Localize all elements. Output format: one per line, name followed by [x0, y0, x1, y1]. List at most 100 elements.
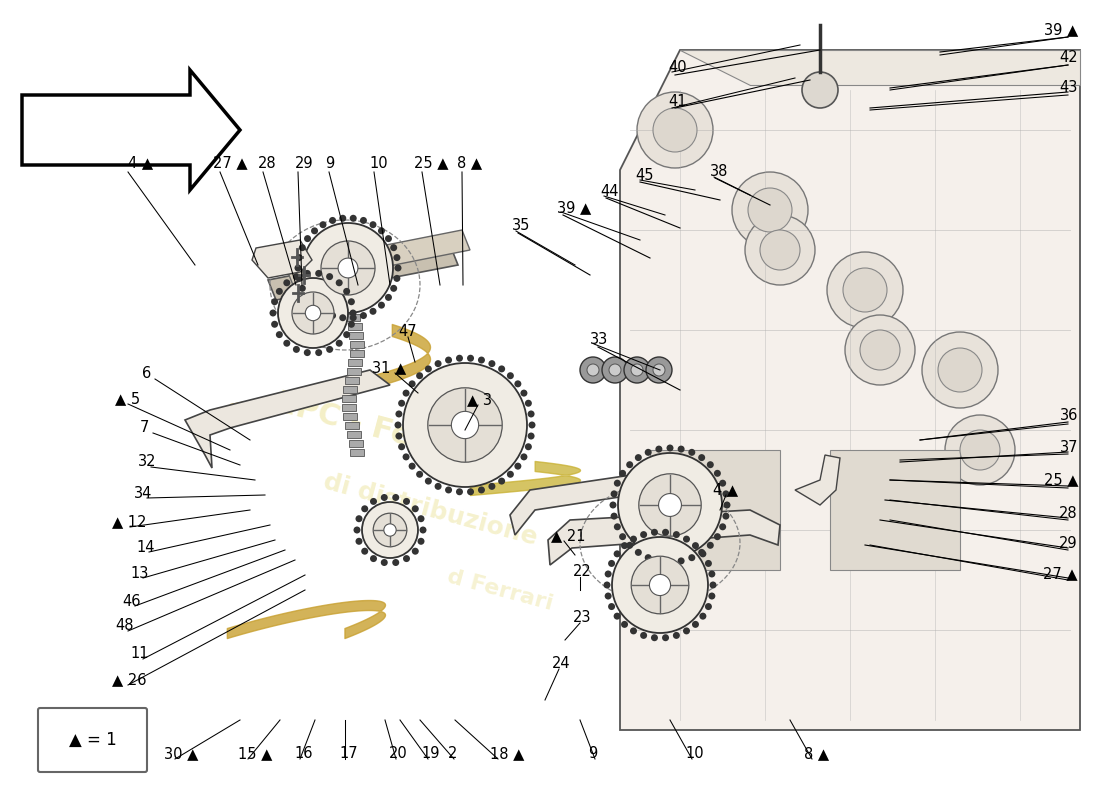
Circle shape [960, 430, 1000, 470]
Circle shape [609, 364, 622, 376]
Circle shape [678, 558, 684, 565]
Circle shape [304, 235, 311, 242]
Circle shape [515, 462, 521, 470]
Text: 17: 17 [339, 746, 358, 762]
Circle shape [631, 556, 689, 614]
Circle shape [329, 312, 336, 319]
Circle shape [723, 513, 729, 520]
Circle shape [619, 470, 626, 477]
Circle shape [631, 364, 644, 376]
Text: 6: 6 [142, 366, 152, 382]
Text: 43: 43 [1059, 81, 1078, 95]
Circle shape [608, 560, 615, 567]
Polygon shape [285, 230, 470, 285]
Circle shape [618, 453, 722, 557]
Polygon shape [620, 50, 1080, 730]
Circle shape [488, 360, 495, 367]
Circle shape [296, 254, 303, 261]
Circle shape [719, 480, 726, 486]
Circle shape [343, 288, 350, 295]
Circle shape [673, 632, 680, 639]
Circle shape [403, 555, 410, 562]
Text: 11: 11 [130, 646, 148, 662]
Circle shape [610, 513, 617, 520]
Circle shape [434, 483, 441, 490]
Text: 27 ▲: 27 ▲ [213, 155, 248, 170]
Text: 41: 41 [668, 94, 686, 110]
Text: 15 ▲: 15 ▲ [238, 746, 273, 762]
Circle shape [604, 582, 611, 589]
Circle shape [745, 215, 815, 285]
Circle shape [394, 254, 400, 261]
Text: 13: 13 [130, 566, 148, 581]
Text: ▲ 12: ▲ 12 [112, 514, 146, 530]
Circle shape [945, 415, 1015, 485]
Text: ▲ = 1: ▲ = 1 [68, 731, 117, 749]
Circle shape [385, 294, 392, 301]
Circle shape [319, 221, 327, 228]
Circle shape [520, 454, 527, 460]
Circle shape [416, 372, 424, 379]
Circle shape [370, 221, 376, 228]
Circle shape [395, 265, 402, 271]
Circle shape [338, 258, 358, 278]
Text: 30 ▲: 30 ▲ [164, 746, 198, 762]
Circle shape [714, 533, 720, 540]
Circle shape [843, 268, 887, 312]
Bar [344, 377, 359, 384]
Circle shape [602, 357, 628, 383]
Circle shape [419, 526, 427, 534]
Circle shape [707, 542, 714, 549]
Bar [350, 449, 364, 456]
Circle shape [626, 542, 634, 549]
Circle shape [528, 433, 535, 439]
Circle shape [707, 461, 714, 468]
Circle shape [311, 227, 318, 234]
Circle shape [278, 278, 348, 348]
Text: ▲ 5: ▲ 5 [116, 391, 140, 406]
Circle shape [284, 279, 290, 286]
Text: 36: 36 [1059, 409, 1078, 423]
Circle shape [705, 603, 712, 610]
Circle shape [507, 372, 514, 379]
Circle shape [608, 603, 615, 610]
Text: 2: 2 [448, 746, 458, 762]
Polygon shape [252, 240, 312, 278]
Circle shape [393, 559, 399, 566]
Circle shape [692, 542, 698, 549]
Circle shape [451, 411, 478, 438]
Bar [345, 422, 359, 429]
Circle shape [678, 446, 684, 453]
Circle shape [425, 478, 432, 485]
Circle shape [614, 523, 620, 530]
Circle shape [408, 380, 416, 387]
Circle shape [336, 340, 343, 346]
Circle shape [304, 294, 311, 301]
Circle shape [381, 494, 388, 501]
Circle shape [326, 273, 333, 280]
Circle shape [525, 400, 532, 406]
Circle shape [698, 454, 705, 461]
Bar [350, 341, 364, 348]
Circle shape [411, 506, 419, 512]
Circle shape [700, 550, 706, 558]
Circle shape [630, 627, 637, 634]
Bar [346, 431, 361, 438]
Text: 10: 10 [368, 155, 387, 170]
Circle shape [326, 346, 333, 353]
Circle shape [446, 357, 452, 363]
Text: 25 ▲: 25 ▲ [414, 155, 449, 170]
Polygon shape [795, 455, 840, 505]
Text: 31 ▲: 31 ▲ [372, 361, 406, 375]
Circle shape [760, 230, 800, 270]
Circle shape [708, 570, 715, 578]
Text: ▲ 21: ▲ 21 [551, 529, 585, 543]
Circle shape [938, 348, 982, 392]
Circle shape [393, 494, 399, 501]
Text: 28: 28 [258, 155, 276, 170]
Circle shape [689, 449, 695, 456]
Text: 37: 37 [1059, 439, 1078, 454]
Circle shape [398, 443, 405, 450]
Text: 32: 32 [138, 454, 156, 470]
Circle shape [700, 613, 706, 620]
